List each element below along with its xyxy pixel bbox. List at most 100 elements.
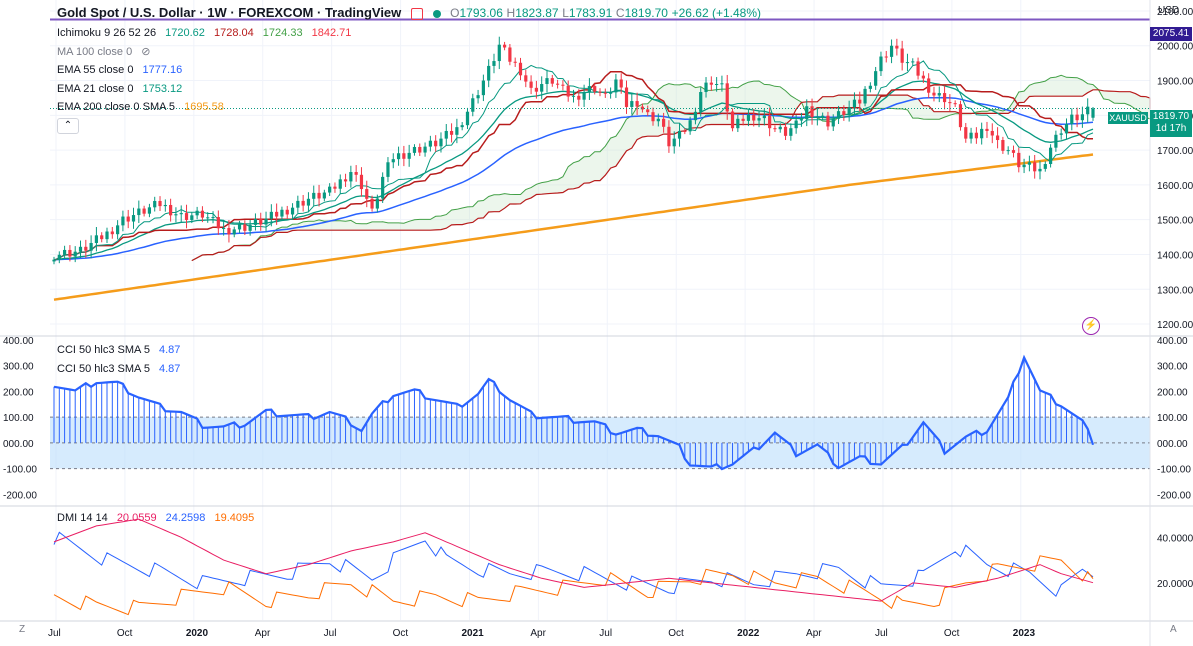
ema55-label: EMA 55 close 0 xyxy=(57,64,134,76)
candle-body xyxy=(222,228,226,230)
last-price-tag: 1819.70 1d 17h xyxy=(1150,110,1192,137)
candle-body xyxy=(275,211,279,217)
status-dot-icon xyxy=(432,9,441,18)
candle-body xyxy=(1070,114,1074,125)
cci-tick-label: 200.00 xyxy=(1157,387,1188,398)
candle-body xyxy=(937,93,941,96)
collapse-legend-button[interactable]: ⌃ xyxy=(57,118,79,134)
dmi-panel[interactable] xyxy=(53,518,1094,616)
candle-body xyxy=(1033,162,1037,172)
candle-body xyxy=(216,217,220,229)
candle-body xyxy=(1001,140,1005,151)
candle-body xyxy=(94,235,99,243)
ema55-line xyxy=(53,96,1094,261)
legend-ema200[interactable]: EMA 200 close 0 SMA 5 1695.58 xyxy=(57,101,230,113)
time-tick-label: 2023 xyxy=(1013,628,1036,639)
candle-body xyxy=(1064,124,1069,134)
candle-body xyxy=(688,120,692,132)
candle-body xyxy=(184,213,189,220)
legend-ema21[interactable]: EMA 21 close 0 1753.12 xyxy=(57,83,188,95)
candle-body xyxy=(73,251,77,257)
high-label: H xyxy=(506,6,516,20)
time-tick-label: Jul xyxy=(875,628,888,639)
lightning-icon[interactable]: ⚡ xyxy=(1082,317,1100,335)
cci-panel[interactable] xyxy=(50,354,1150,471)
candle-body xyxy=(1038,168,1042,172)
candle-body xyxy=(571,95,576,97)
candle-body xyxy=(487,65,491,81)
grid-lines xyxy=(50,0,1150,620)
candle-body xyxy=(630,101,634,107)
candle-body xyxy=(1027,162,1031,165)
candle-body xyxy=(619,79,623,88)
candle-body xyxy=(1059,133,1063,135)
cloud-fill xyxy=(191,75,1151,261)
flag-icon[interactable] xyxy=(410,7,423,20)
candle-body xyxy=(715,84,719,86)
cci1-label: CCI 50 hlc3 SMA 5 xyxy=(57,344,150,356)
candle-body xyxy=(1086,106,1090,115)
ichimoku-v4: 1842.71 xyxy=(311,27,352,39)
candle-body xyxy=(153,200,157,208)
price-tick-label: 2100.00 xyxy=(1157,7,1193,18)
legend-ema55[interactable]: EMA 55 close 0 1777.16 xyxy=(57,64,188,76)
legend-cci-2[interactable]: CCI 50 hlc3 SMA 5 4.87 xyxy=(57,363,186,375)
candle-body xyxy=(540,84,544,92)
legend-cci-1[interactable]: CCI 50 hlc3 SMA 5 4.87 xyxy=(57,344,186,356)
time-tick-label: Jul xyxy=(324,628,337,639)
candle-body xyxy=(932,92,936,96)
candle-body xyxy=(232,229,236,235)
candle-body xyxy=(1022,164,1026,168)
dmi-series-1 xyxy=(53,555,1094,616)
candle-body xyxy=(402,153,406,159)
time-tick-label: Oct xyxy=(668,628,684,639)
candle-body xyxy=(640,106,645,110)
symbol-tag: XAUUSD xyxy=(1108,112,1148,124)
candle-body xyxy=(911,61,915,63)
ichimoku-cloud xyxy=(191,74,1151,262)
cci-left-tick-label: 000.00 xyxy=(3,439,34,450)
candle-body xyxy=(985,128,989,131)
candle-body xyxy=(826,115,830,127)
candle-body xyxy=(693,111,698,121)
legend-ma100[interactable]: MA 100 close 0 ⊘ xyxy=(57,45,157,58)
candle-body xyxy=(555,83,560,85)
candle-body xyxy=(179,213,183,215)
candle-body xyxy=(57,254,61,260)
candle-body xyxy=(116,225,120,235)
candle-body xyxy=(78,246,83,252)
eye-hidden-icon[interactable]: ⊘ xyxy=(141,46,151,58)
candle-body xyxy=(1048,147,1053,165)
legend-dmi[interactable]: DMI 14 14 20.0559 24.2598 19.4095 xyxy=(57,512,260,524)
candle-body xyxy=(290,207,295,215)
candle-body xyxy=(995,135,1000,141)
candle-body xyxy=(550,78,554,84)
candle-body xyxy=(889,45,894,57)
candle-body xyxy=(497,44,501,62)
cci-tick-label: 300.00 xyxy=(1157,362,1188,373)
candle-body xyxy=(354,172,358,175)
candle-body xyxy=(1017,152,1021,168)
axis-settings-icon[interactable]: A xyxy=(1170,624,1177,635)
candle-body xyxy=(502,44,507,48)
candle-body xyxy=(677,130,682,139)
candle-body xyxy=(603,92,607,94)
candle-body xyxy=(545,78,549,85)
cci-left-tick-label: 100.00 xyxy=(3,413,34,424)
cci1-value: 4.87 xyxy=(159,344,181,356)
candle-body xyxy=(131,215,136,222)
legend-ichimoku[interactable]: Ichimoku 9 26 52 26 1720.62 1728.04 1724… xyxy=(57,27,357,39)
open-label: O xyxy=(450,6,460,20)
candle-body xyxy=(953,103,957,105)
scroll-left-icon[interactable]: Z xyxy=(19,624,26,635)
candle-body xyxy=(280,209,284,217)
candlestick-series[interactable] xyxy=(50,36,1150,265)
candle-body xyxy=(683,130,687,132)
candle-body xyxy=(147,207,152,214)
candle-body xyxy=(534,87,538,92)
candle-body xyxy=(858,99,862,104)
cci2-label: CCI 50 hlc3 SMA 5 xyxy=(57,363,150,375)
dmi-v1: 20.0559 xyxy=(116,512,157,524)
candle-body xyxy=(921,75,925,79)
candle-body xyxy=(492,61,496,66)
